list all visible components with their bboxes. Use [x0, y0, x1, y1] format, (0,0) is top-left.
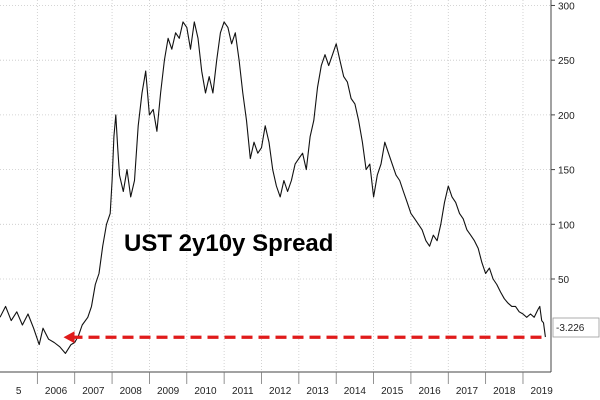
series-layer	[0, 21, 546, 354]
spread-series-line	[0, 21, 546, 354]
reference-arrowhead	[63, 331, 75, 344]
x-tick-label: 2018	[493, 386, 516, 397]
x-tick-label: 2012	[269, 386, 292, 397]
y-tick-label: 250	[558, 56, 575, 67]
reference-line-group	[63, 331, 546, 344]
last-value-box	[552, 317, 600, 338]
x-tick-label: 2008	[120, 386, 143, 397]
x-tick-label: 2014	[344, 386, 367, 397]
y-tick-label: 200	[558, 111, 575, 122]
x-tick-label: 2007	[82, 386, 105, 397]
x-tick-label: 2016	[418, 386, 441, 397]
y-tick-label: 100	[558, 220, 575, 231]
y-tick-label: 50	[558, 275, 570, 286]
x-axis-ticks: 5 2006 2007 2008 2009 2010 2011 2012 2013 2014 201…	[16, 372, 553, 397]
last-value-label: -3.226	[552, 317, 600, 338]
x-tick-label: 2015	[381, 386, 404, 397]
x-tick-label: 2013	[306, 386, 329, 397]
y-axis-ticks: 50 100 150 200 250 300	[551, 1, 575, 286]
x-tick-label: 5	[16, 386, 22, 397]
x-tick-label: 2019	[531, 386, 554, 397]
x-tick-label: 2009	[157, 386, 180, 397]
x-tick-label: 2010	[194, 386, 217, 397]
grid-lines	[0, 0, 551, 372]
x-tick-label: 2011	[232, 386, 254, 397]
y-tick-label: 300	[558, 1, 575, 12]
chart-title: UST 2y10y Spread	[124, 230, 333, 257]
x-tick-label: 2006	[45, 386, 68, 397]
last-value-text: -3.226	[556, 323, 585, 334]
y-tick-label: 150	[558, 166, 575, 177]
x-tick-label: 2017	[456, 386, 479, 397]
